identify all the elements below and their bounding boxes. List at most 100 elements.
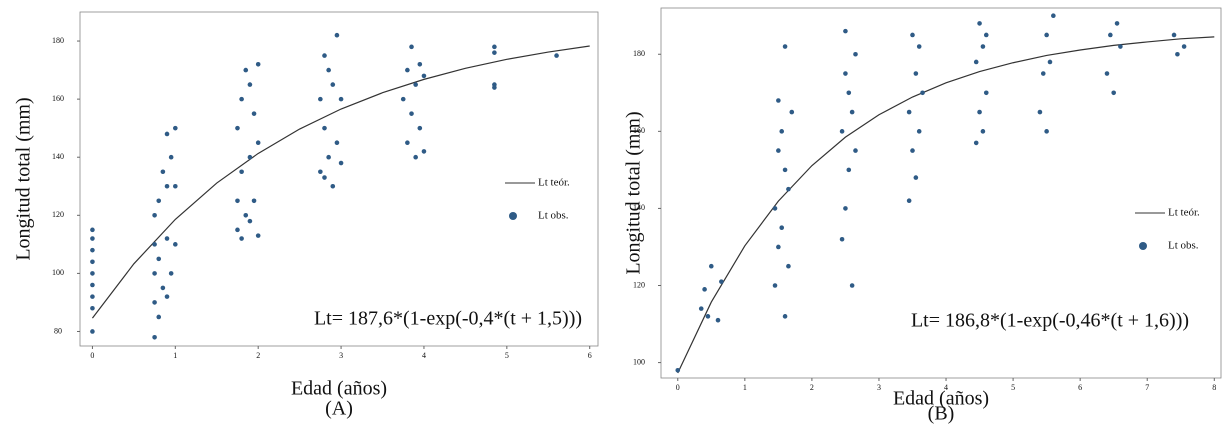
plot-frame — [660, 7, 1222, 379]
point — [173, 183, 178, 189]
y-axis-label: Longitud total (mm) — [623, 111, 645, 274]
point — [913, 175, 919, 180]
point — [916, 44, 922, 49]
point — [338, 96, 344, 102]
point — [235, 227, 240, 233]
point — [255, 140, 261, 145]
point — [849, 283, 855, 288]
point — [168, 154, 174, 160]
point — [334, 32, 340, 38]
point — [913, 71, 919, 76]
point — [90, 236, 95, 241]
point — [843, 206, 848, 211]
point — [413, 82, 418, 87]
point — [152, 334, 157, 340]
point — [243, 213, 249, 218]
point — [973, 140, 979, 146]
point — [846, 90, 852, 96]
x-tick-label: 5 — [505, 351, 509, 360]
point — [776, 98, 781, 103]
point — [152, 242, 157, 247]
point — [843, 28, 848, 34]
y-tick-label: 100 — [633, 357, 645, 366]
point — [164, 236, 170, 241]
point — [839, 129, 845, 134]
point — [705, 314, 711, 319]
annotation: Lt= 186,8*(1-exp(-0,46*(t + 1,6))) — [911, 310, 1189, 332]
point — [421, 73, 427, 79]
point — [1047, 59, 1053, 65]
point — [90, 329, 95, 334]
point — [173, 125, 178, 131]
point — [708, 263, 714, 269]
point — [776, 148, 781, 153]
point — [786, 263, 791, 269]
x-tick-label: 1 — [743, 383, 747, 392]
plot-frame — [79, 11, 599, 347]
panel: 0 1 2 3 4 5 6 80 100 120 140 160 180 Edad (años)(A) Lo… — [13, 11, 599, 420]
point — [719, 279, 724, 284]
point — [90, 259, 95, 265]
point — [849, 109, 855, 115]
point — [1171, 32, 1177, 38]
point — [168, 271, 174, 276]
point — [164, 131, 170, 137]
point — [554, 53, 559, 58]
point — [326, 67, 331, 73]
point — [675, 367, 681, 373]
point — [247, 154, 253, 160]
point — [326, 154, 331, 160]
point — [492, 85, 497, 90]
point — [239, 169, 244, 175]
legend-label: Lt obs. — [538, 210, 569, 222]
point — [1108, 32, 1113, 38]
y-tick-label: 80 — [54, 326, 62, 335]
point — [906, 198, 912, 204]
point — [330, 183, 336, 189]
point — [247, 218, 253, 224]
fit-curve — [677, 36, 1215, 374]
legend-marker — [1139, 242, 1147, 250]
x-tick-label: 3 — [877, 383, 881, 392]
point — [846, 167, 852, 173]
point — [789, 109, 795, 115]
x-tick-label: 7 — [1145, 383, 1149, 392]
y-tick-label: 140 — [52, 152, 64, 161]
y-tick-label: 180 — [52, 36, 64, 45]
y-tick-label: 140 — [633, 203, 645, 212]
point — [90, 227, 95, 233]
point — [417, 61, 423, 67]
point — [492, 50, 497, 55]
point — [160, 285, 166, 291]
point — [322, 175, 327, 180]
point — [839, 236, 845, 242]
point — [338, 160, 344, 166]
panel: 0 1 2 3 4 5 6 7 8 100 120 140 160 180 Edad (años)(B) Lo… — [623, 7, 1222, 425]
point — [152, 271, 157, 276]
point — [843, 71, 848, 76]
x-tick-label: 1 — [173, 351, 177, 360]
point — [235, 198, 240, 204]
point — [906, 109, 912, 115]
point — [90, 247, 95, 253]
point — [255, 61, 261, 67]
point — [1044, 129, 1049, 134]
point — [322, 53, 327, 58]
point — [409, 111, 414, 116]
x-tick-label: 2 — [810, 383, 814, 392]
point — [1044, 32, 1049, 38]
point — [910, 148, 915, 153]
point — [853, 51, 858, 57]
point — [920, 90, 925, 96]
point — [1037, 109, 1043, 115]
point — [772, 283, 778, 288]
point — [152, 300, 157, 305]
point — [973, 59, 979, 65]
y-tick-label: 120 — [52, 210, 64, 219]
point — [853, 148, 858, 153]
point — [492, 44, 497, 50]
point — [173, 242, 178, 247]
point — [1181, 44, 1187, 49]
point — [90, 282, 95, 288]
x-tick-label: 0 — [676, 383, 680, 392]
